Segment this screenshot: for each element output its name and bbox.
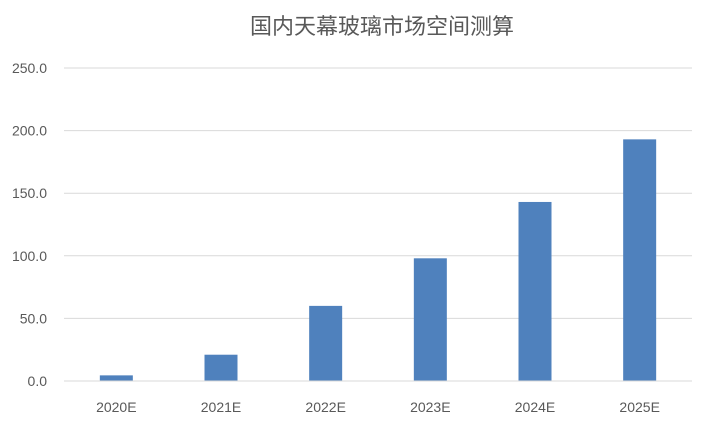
x-axis-tick-labels: 2020E 2021E 2022E 2023E 2024E 2025E	[96, 399, 660, 415]
y-tick-label: 250.0	[12, 60, 47, 76]
gridlines	[64, 67, 692, 319]
x-tick-label: 2022E	[305, 399, 345, 415]
bar	[309, 305, 343, 381]
x-tick-label: 2021E	[201, 399, 241, 415]
y-tick-label: 100.0	[12, 248, 47, 264]
x-tick-label: 2023E	[410, 399, 450, 415]
chart-title: 国内天幕玻璃市场空间测算	[250, 15, 514, 40]
y-axis-tick-labels: 0.0 50.0 100.0 150.0 200.0 250.0	[12, 60, 47, 389]
y-tick-label: 50.0	[20, 310, 47, 326]
y-tick-label: 200.0	[12, 123, 47, 139]
bar	[99, 375, 133, 381]
x-tick-label: 2020E	[96, 399, 136, 415]
bar-series	[99, 139, 657, 381]
bar	[204, 354, 238, 381]
bar	[413, 258, 447, 381]
y-tick-label: 0.0	[28, 373, 48, 389]
x-tick-label: 2025E	[619, 399, 659, 415]
bar	[518, 201, 552, 381]
y-tick-label: 150.0	[12, 185, 47, 201]
x-tick-label: 2024E	[515, 399, 555, 415]
bar	[623, 139, 657, 381]
